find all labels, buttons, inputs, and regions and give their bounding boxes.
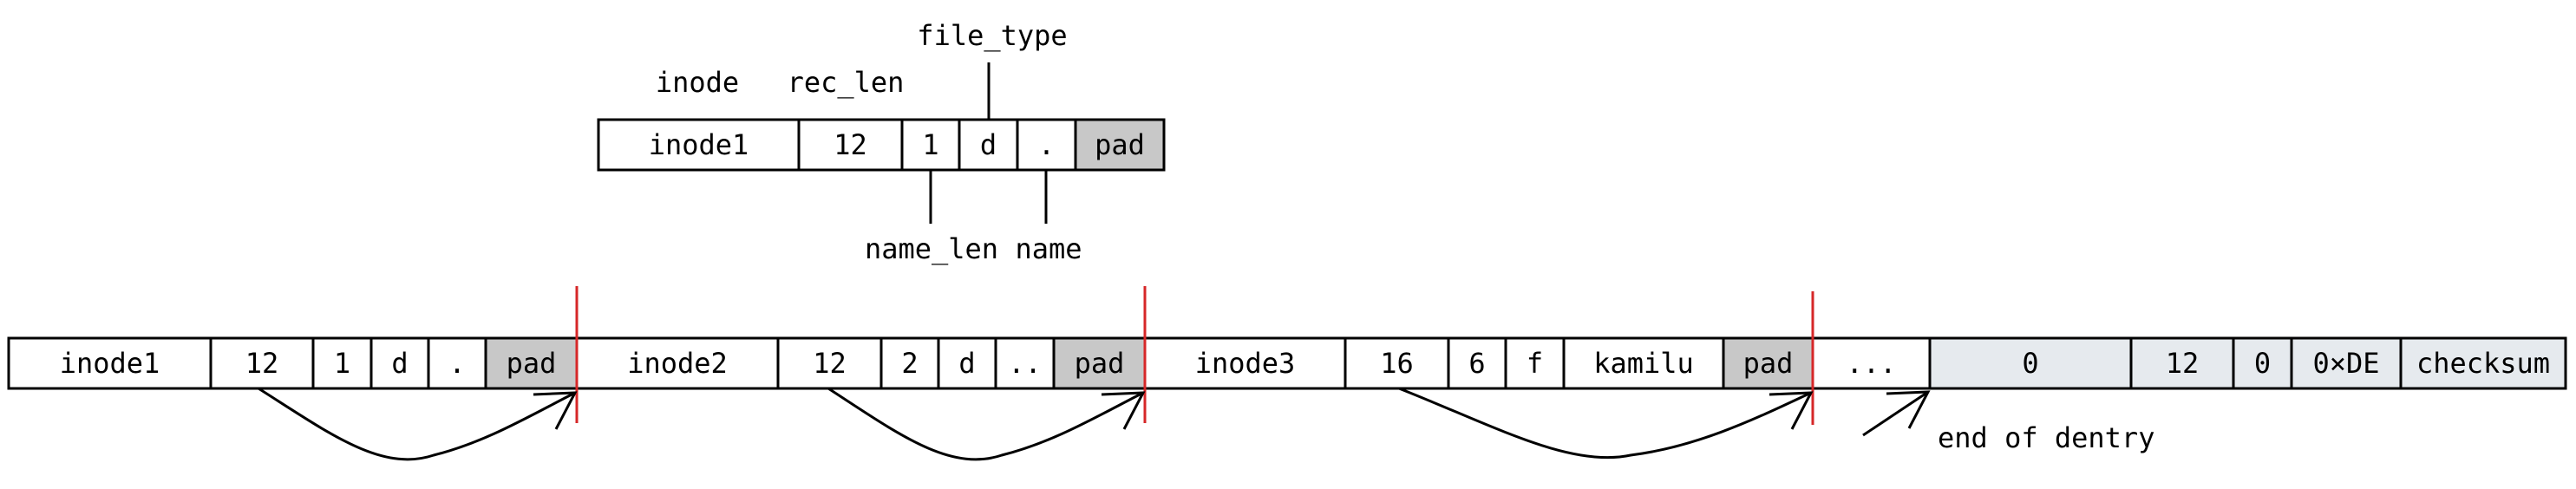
entry-1-cell-3 bbox=[369, 336, 430, 390]
entry-2-cell-0 bbox=[575, 336, 780, 390]
entry-tail-cell-0-text: 0 bbox=[2022, 347, 2038, 380]
field-labels: inode rec_len file_type name_len name en… bbox=[656, 19, 2155, 454]
entry-1-cell-0-text: inode1 bbox=[60, 347, 160, 380]
entry-2-cell-2-text: 2 bbox=[901, 347, 918, 380]
entry-1-cell-3-text: d bbox=[391, 347, 408, 380]
label-rec-len: rec_len bbox=[788, 66, 905, 99]
entry-3-cell-2-text: 6 bbox=[1468, 347, 1485, 380]
entry-2-cell-3 bbox=[937, 336, 997, 390]
label-name-len: name_len bbox=[865, 232, 998, 265]
detail-cell-1-text: 12 bbox=[834, 128, 867, 161]
rec-len-arrow-1-head bbox=[533, 391, 578, 430]
entry-3-cell-0 bbox=[1143, 336, 1347, 390]
rec-len-arrow-4 bbox=[1862, 390, 1929, 437]
entry-tail-cell-2-text: 0 bbox=[2254, 347, 2271, 380]
rec-len-arrow-3-head bbox=[1769, 391, 1814, 430]
entry-1-cell-1 bbox=[209, 336, 315, 390]
entry-1-cell-4-text: . bbox=[448, 347, 465, 380]
entry-2-cell-1 bbox=[776, 336, 883, 390]
label-inode: inode bbox=[656, 66, 739, 99]
entry-tail-cell-4 bbox=[2399, 336, 2567, 390]
rec-len-arrow-3 bbox=[1398, 387, 1812, 460]
entry-3-cell-5-text: pad bbox=[1743, 347, 1794, 380]
entry-more-cell-0 bbox=[1811, 336, 1932, 390]
entry-1-cell-1-text: 12 bbox=[245, 347, 279, 380]
entry-3-cell-0-text: inode3 bbox=[1195, 347, 1296, 380]
entry-2-cell-4-text: .. bbox=[1008, 347, 1042, 380]
detail-cell-5 bbox=[1074, 118, 1166, 172]
entry-3-cell-4 bbox=[1562, 336, 1725, 390]
entry-2-cell-1-text: 12 bbox=[813, 347, 847, 380]
entry-1-cell-5 bbox=[484, 336, 579, 390]
entry-detail: inode1 12 1 d. pad bbox=[597, 118, 1166, 172]
entry-3-cell-1 bbox=[1344, 336, 1450, 390]
entry-tail-cell-3-text: 0×DE bbox=[2312, 347, 2379, 380]
rec-len-arrow-2 bbox=[827, 387, 1144, 461]
entry-3-cell-3-text: f bbox=[1527, 347, 1543, 380]
directory-block: inode1 12 1 d. pad inode2 12 2 d.. pad inode3 16 6 f k… bbox=[7, 286, 2567, 425]
entry-3-cell-4-text: kamilu bbox=[1593, 347, 1694, 380]
entry-1-cell-2 bbox=[311, 336, 373, 390]
detail-cell-3-text: d bbox=[980, 128, 997, 161]
entry-1-cell-5-text: pad bbox=[507, 347, 557, 380]
entry-tail-cell-4-text: checksum bbox=[2416, 347, 2550, 380]
label-file-type: file_type bbox=[917, 19, 1067, 52]
detail-cell-4-text: . bbox=[1038, 128, 1055, 161]
detail-cell-5-text: pad bbox=[1095, 128, 1145, 161]
entry-tail-cell-3 bbox=[2290, 336, 2403, 390]
rec-len-arrow-4-head bbox=[1886, 390, 1931, 429]
entry-tail-cell-1-text: 12 bbox=[2166, 347, 2200, 380]
entry-tail-cell-1 bbox=[2129, 336, 2235, 390]
end-of-dentry-label: end of dentry bbox=[1938, 421, 2154, 454]
entry-3-cell-2 bbox=[1447, 336, 1507, 390]
entry-2-cell-3-text: d bbox=[958, 347, 975, 380]
entry-more-cell-0-text: ... bbox=[1847, 347, 1897, 380]
entry-2-cell-4 bbox=[994, 336, 1056, 390]
detail-cell-2-text: 1 bbox=[922, 128, 938, 161]
detail-cell-0 bbox=[597, 118, 801, 172]
entry-2-cell-5-text: pad bbox=[1075, 347, 1125, 380]
rec-len-arrow-2-head bbox=[1101, 391, 1146, 430]
detail-cell-0-text: inode1 bbox=[649, 128, 749, 161]
label-name: name bbox=[1015, 232, 1082, 265]
entry-1-cell-0 bbox=[7, 336, 212, 390]
entry-tail-cell-2 bbox=[2232, 336, 2293, 390]
rec-len-arrows bbox=[258, 387, 1931, 461]
entry-2-cell-0-text: inode2 bbox=[627, 347, 728, 380]
entry-3-cell-1-text: 16 bbox=[1380, 347, 1414, 380]
entry-1-cell-2-text: 1 bbox=[334, 347, 350, 380]
detail-cell-1 bbox=[797, 118, 904, 172]
rec-len-arrow-1 bbox=[258, 387, 576, 461]
